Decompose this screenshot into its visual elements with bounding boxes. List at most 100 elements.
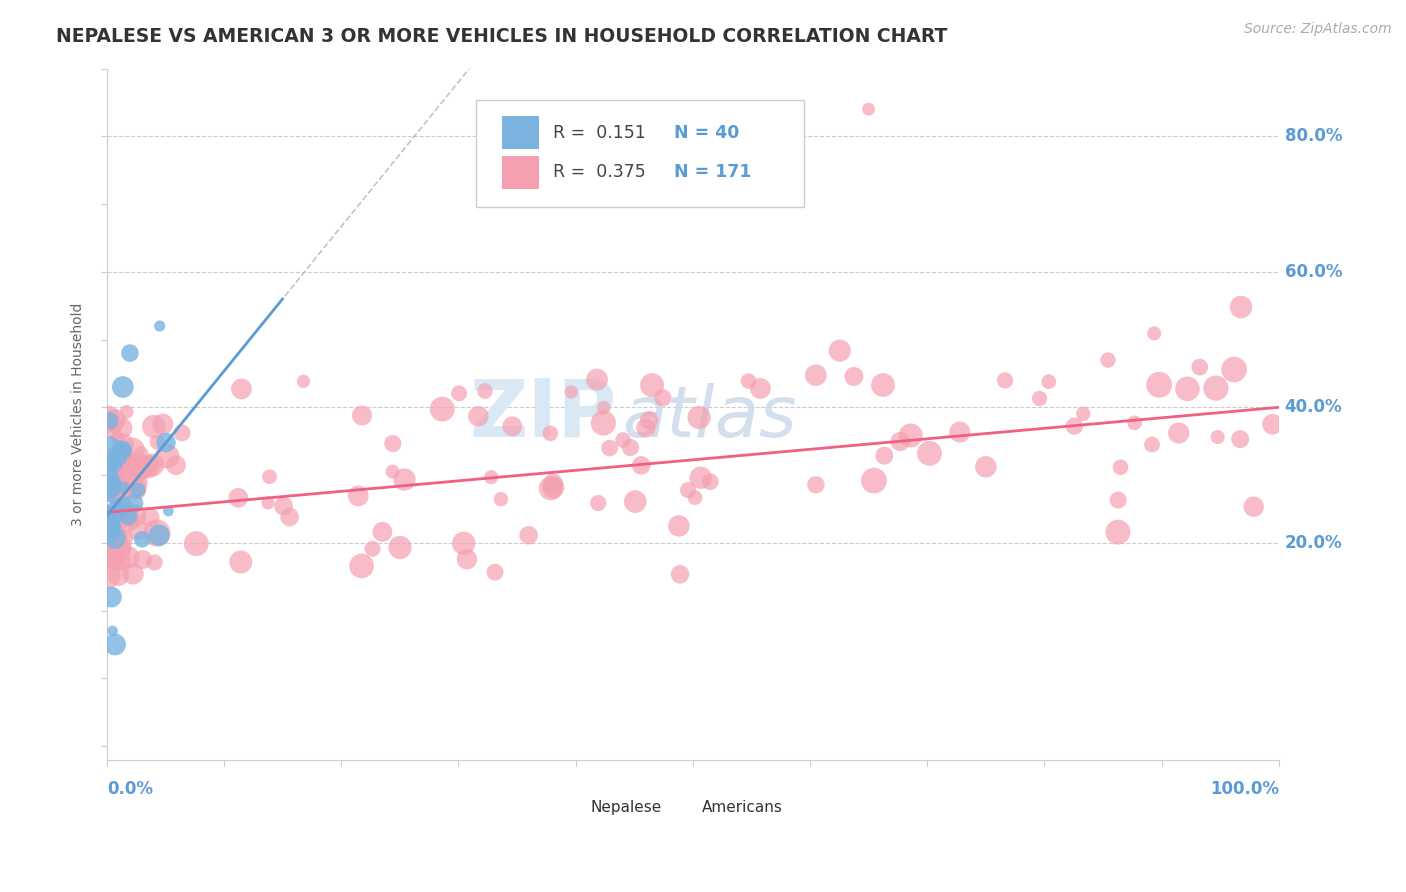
Point [273,499,295,513]
Point [103,554,125,568]
Point [104,532,127,546]
Point [842,369,865,384]
Point [124,481,146,495]
Point [103,524,125,539]
Point [97,411,120,425]
Point [157,504,180,518]
Point [98,516,121,531]
Point [146,526,169,541]
Point [170,425,193,440]
Point [98,522,121,536]
Point [381,465,404,479]
Point [1229,432,1251,446]
Text: 0.0%: 0.0% [107,780,153,798]
Point [121,443,143,458]
Point [97,454,120,468]
Point [1230,300,1253,314]
Point [749,381,772,395]
Point [1223,362,1246,376]
Point [737,374,759,388]
FancyBboxPatch shape [669,797,695,819]
Point [586,496,609,510]
Point [103,463,125,477]
Text: ZIP: ZIP [470,376,617,453]
Point [131,462,153,476]
Point [104,548,127,562]
Point [142,458,165,472]
Point [117,512,139,526]
Point [97,512,120,526]
Point [101,452,124,467]
Point [104,531,127,545]
Point [139,510,162,524]
Point [101,474,124,488]
Point [132,552,155,566]
Point [669,567,692,582]
Point [122,496,145,510]
Point [689,471,711,485]
Point [98,522,121,536]
Point [1140,437,1163,451]
Point [127,460,149,475]
Point [117,509,139,524]
Point [125,483,148,497]
Point [118,346,141,360]
Point [112,437,135,451]
Point [111,500,134,514]
Point [97,468,120,483]
Point [107,431,129,445]
Point [112,481,135,495]
Point [104,529,127,543]
Point [586,373,609,387]
Point [97,547,120,561]
Point [105,445,128,459]
Point [1205,381,1227,395]
Point [974,459,997,474]
Point [98,516,121,530]
Point [100,417,122,432]
Point [110,554,132,568]
Point [98,472,121,486]
FancyBboxPatch shape [502,155,540,189]
Point [146,435,169,450]
Point [612,433,634,447]
Point [111,515,134,529]
Point [1071,407,1094,421]
Point [125,475,148,490]
Point [501,419,523,434]
FancyBboxPatch shape [502,116,540,149]
Point [474,384,496,398]
Point [1167,425,1189,440]
Point [112,532,135,546]
Point [98,533,121,547]
Point [889,434,911,449]
Point [186,536,208,550]
Point [489,492,512,507]
Point [1261,417,1284,432]
Point [110,540,132,554]
Point [97,514,120,528]
Point [97,418,120,433]
Point [97,569,120,583]
Point [994,373,1017,387]
Point [97,458,120,472]
Point [105,488,128,502]
Point [624,494,647,508]
Point [104,462,127,476]
Point [111,542,134,557]
Point [100,480,122,494]
Point [107,502,129,516]
Point [101,516,124,530]
Point [112,442,135,457]
Point [634,421,657,435]
Point [259,470,281,484]
Point [804,477,827,491]
Point [1147,377,1170,392]
Point [101,458,124,472]
Point [98,546,121,560]
Point [394,473,416,487]
Point [104,461,127,475]
Point [804,368,827,383]
Point [688,410,710,425]
Point [226,491,249,505]
